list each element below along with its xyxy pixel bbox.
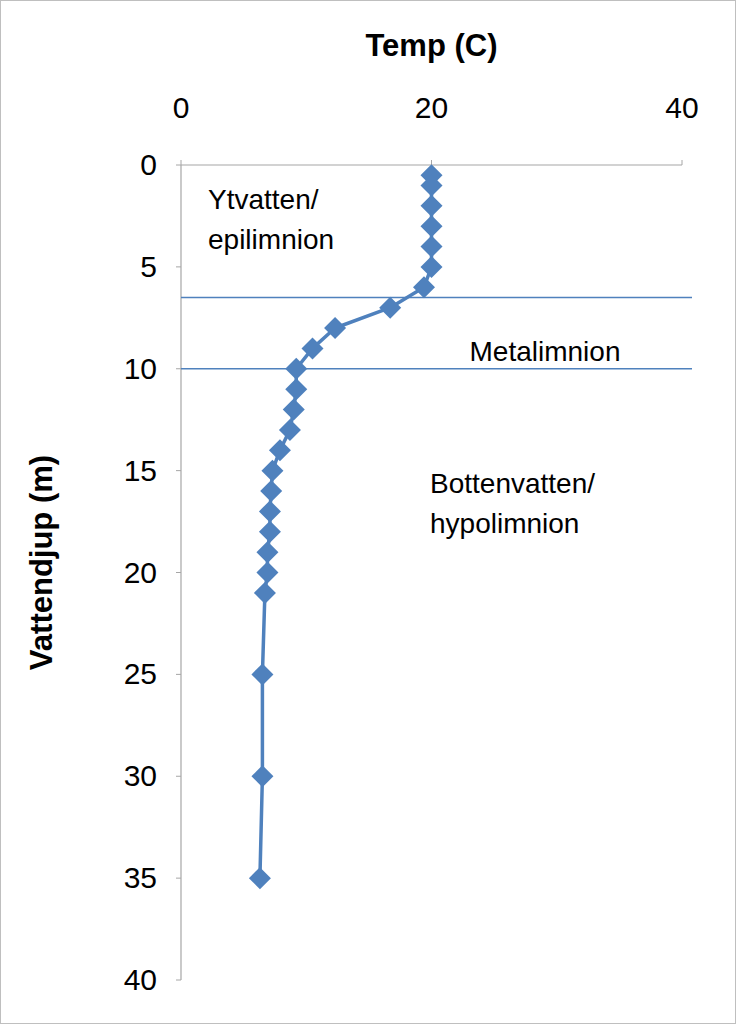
chart-border <box>1 1 736 1024</box>
x-axis-title: Temp (C) <box>365 28 497 63</box>
y-tick <box>176 674 181 675</box>
y-tick-label: 15 <box>124 454 157 487</box>
x-tick-label: 20 <box>415 91 448 124</box>
data-point <box>279 419 301 441</box>
data-point <box>283 399 305 421</box>
plot-area <box>249 164 443 889</box>
data-point <box>421 195 443 217</box>
y-tick <box>176 368 181 369</box>
data-point <box>421 256 443 278</box>
y-tick <box>176 572 181 573</box>
y-tick <box>176 266 181 267</box>
x-tick-label: 0 <box>173 91 190 124</box>
layer-boundary <box>181 297 692 299</box>
annotation: Ytvatten/ <box>208 184 319 215</box>
y-tick <box>176 165 181 166</box>
data-point <box>413 276 435 298</box>
annotation: hypolimnion <box>430 508 579 539</box>
chart: 0 20 40 0 5 10 15 20 25 30 35 40 Temp (C) Vattendjup … <box>0 0 736 1024</box>
y-tick <box>176 980 181 981</box>
data-point <box>421 174 443 196</box>
y-tick-label: 30 <box>124 759 157 792</box>
data-point <box>256 562 278 584</box>
y-tick <box>176 878 181 879</box>
y-tick-label: 0 <box>140 148 157 181</box>
y-tick <box>176 776 181 777</box>
annotation: epilimnion <box>208 224 334 255</box>
data-point <box>302 337 324 359</box>
data-point <box>249 867 271 889</box>
data-point <box>379 297 401 319</box>
annotation: Bottenvatten/ <box>430 468 595 499</box>
data-point <box>251 765 273 787</box>
annotation: Metalimnion <box>470 336 621 367</box>
y-axis-title: Vattendjup (m) <box>24 455 59 670</box>
data-point <box>256 541 278 563</box>
data-point <box>254 582 276 604</box>
y-tick-label: 25 <box>124 657 157 690</box>
x-tick <box>181 160 182 165</box>
data-point <box>261 460 283 482</box>
data-point <box>251 663 273 685</box>
data-point <box>260 480 282 502</box>
data-point <box>421 236 443 258</box>
data-point <box>285 378 307 400</box>
y-tick-label: 35 <box>124 861 157 894</box>
data-point <box>259 500 281 522</box>
data-point <box>285 358 307 380</box>
y-tick-label: 40 <box>124 963 157 996</box>
data-point <box>324 317 346 339</box>
y-tick-label: 5 <box>140 250 157 283</box>
y-tick-label: 20 <box>124 556 157 589</box>
x-tick-label: 40 <box>665 91 698 124</box>
x-tick <box>682 160 683 165</box>
data-point <box>259 521 281 543</box>
data-point <box>269 439 291 461</box>
series-line <box>260 175 432 878</box>
data-point <box>421 215 443 237</box>
y-tick <box>176 470 181 471</box>
layer-boundary <box>181 368 692 370</box>
y-tick-label: 10 <box>124 352 157 385</box>
